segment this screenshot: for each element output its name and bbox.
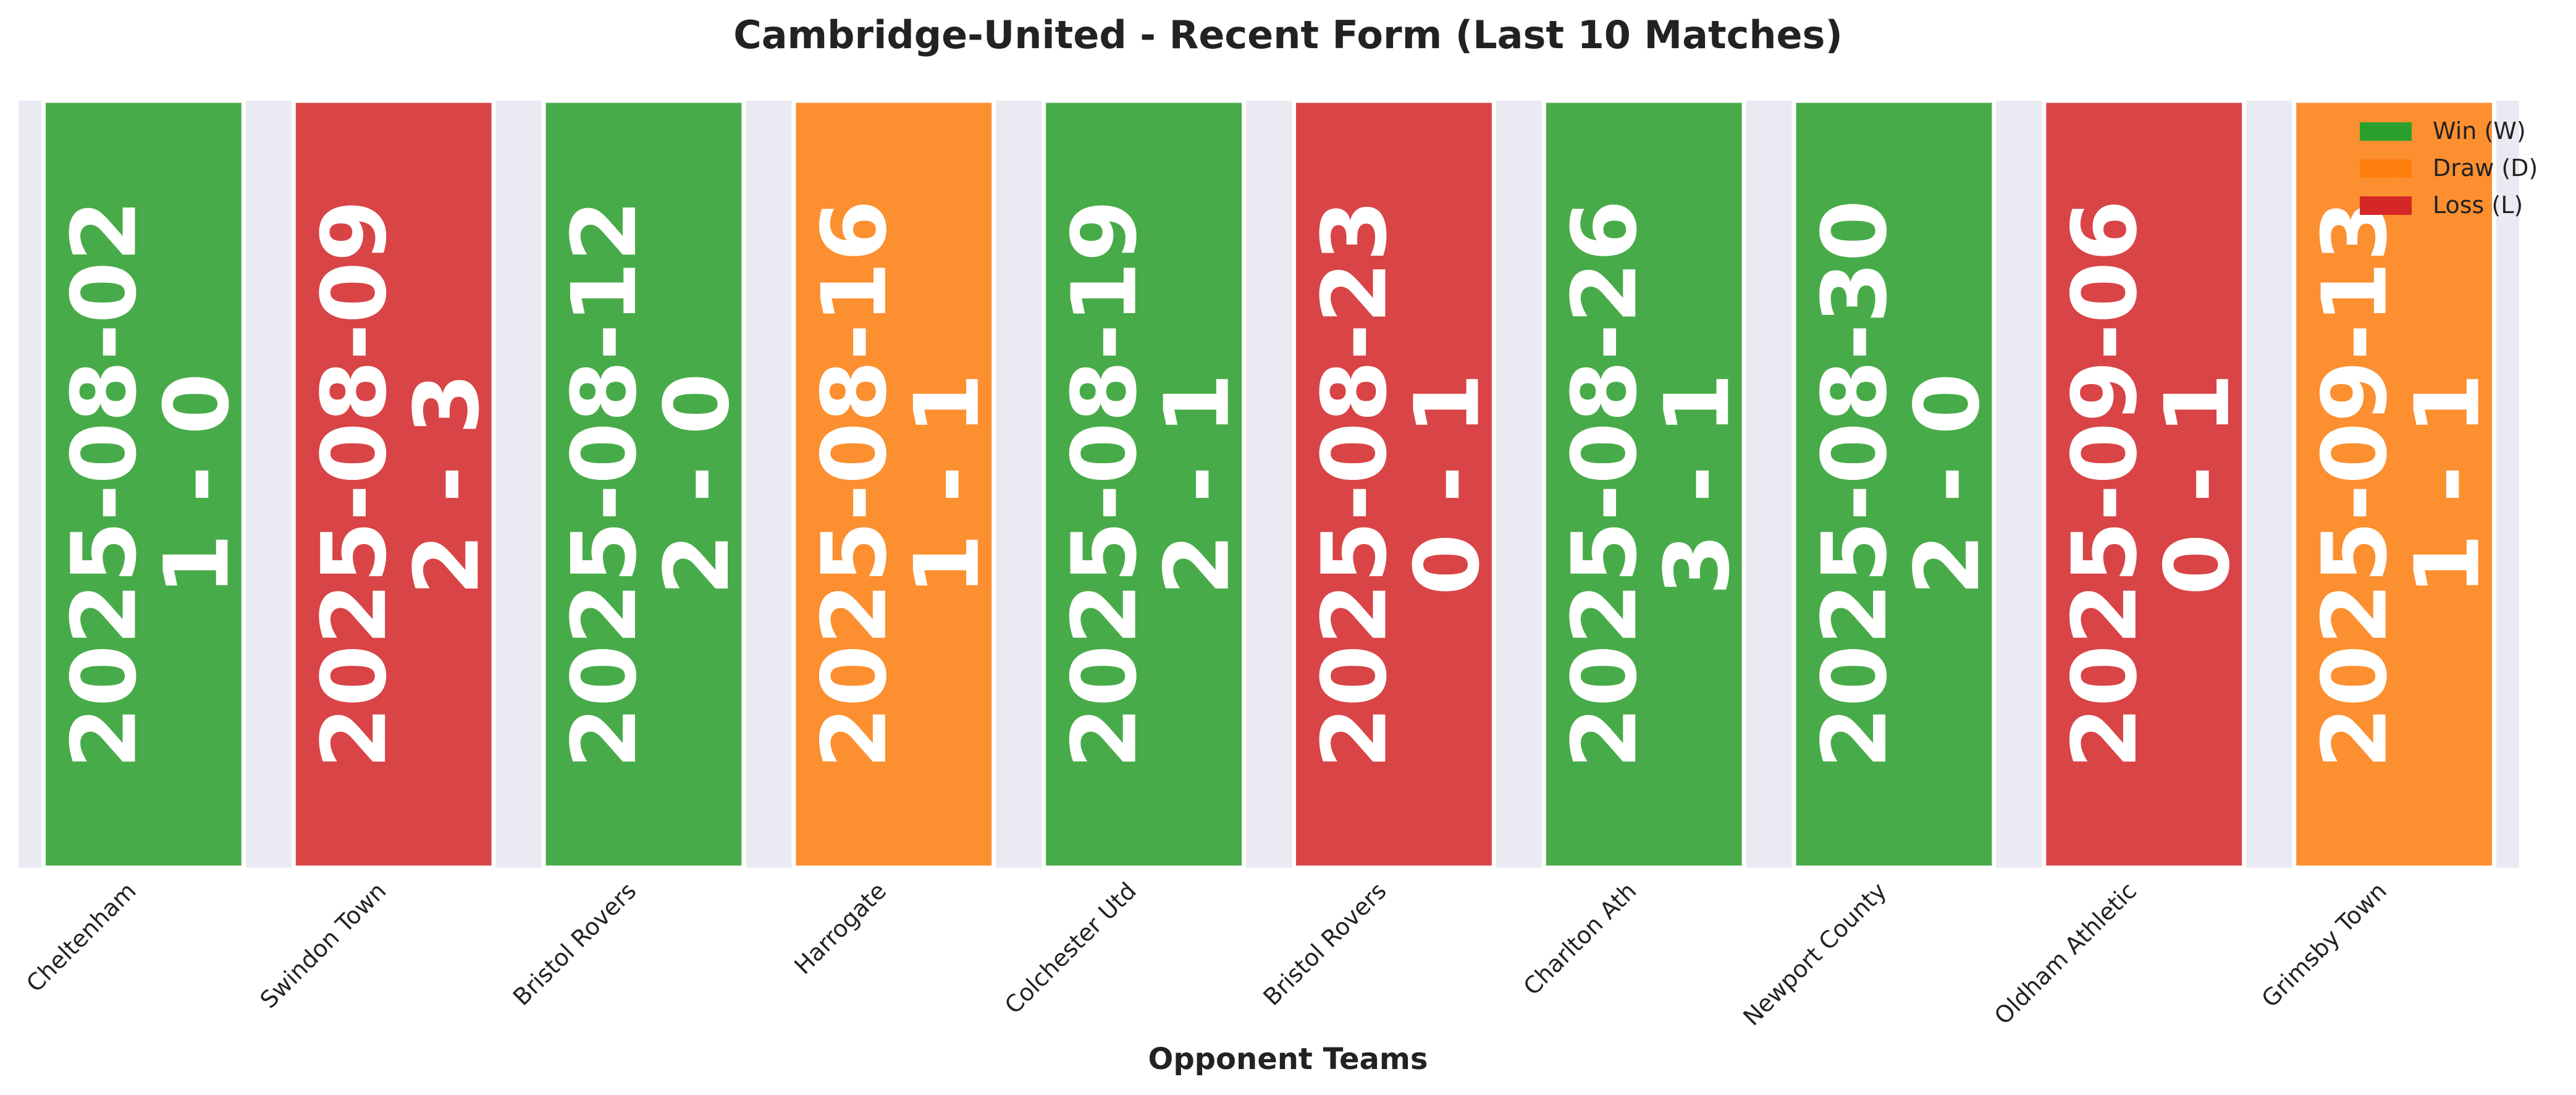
legend-swatch-l [2360, 196, 2412, 215]
bar-date-label: 2025-08-30 [1803, 199, 1906, 768]
bar-l-6 [1291, 98, 1496, 870]
bar-l-9 [2042, 98, 2247, 870]
bar-score-label: 2 - 3 [395, 373, 499, 595]
x-axis-label: Opponent Teams [1148, 1042, 1428, 1076]
bar-date-label: 2025-08-16 [802, 199, 906, 768]
bar-date-label: 2025-09-13 [2303, 199, 2407, 768]
bar-label: 2025-09-060 - 1 [2053, 199, 2249, 768]
bars-layer [41, 98, 2497, 870]
bar-w-3 [541, 98, 746, 870]
bar-date-label: 2025-08-23 [1302, 199, 1406, 768]
bar-date-label: 2025-08-09 [302, 199, 406, 768]
legend-swatch-d [2360, 159, 2412, 178]
bar-date-label: 2025-09-06 [2053, 199, 2157, 768]
chart-title: Cambridge-United - Recent Form (Last 10 … [733, 12, 1843, 57]
legend-swatch-w [2360, 122, 2412, 141]
bar-label: 2025-08-263 - 1 [1552, 199, 1749, 768]
bar-date-label: 2025-08-19 [1053, 199, 1156, 768]
legend: Win (W) Draw (D) Loss (L) [2360, 117, 2538, 219]
bar-d-4 [791, 98, 996, 870]
bar-label: 2025-08-092 - 3 [302, 199, 499, 768]
bar-score-label: 1 - 1 [2396, 373, 2499, 595]
legend-label: Loss (L) [2433, 191, 2523, 219]
bar-score-label: 1 - 1 [895, 373, 999, 595]
bar-d-10 [2292, 98, 2497, 870]
bar-l-2 [291, 98, 496, 870]
bar-score-label: 2 - 0 [1895, 373, 1999, 595]
bar-label: 2025-09-131 - 1 [2303, 199, 2499, 768]
bar-w-7 [1541, 98, 1746, 870]
bar-w-1 [41, 98, 246, 870]
bar-date-label: 2025-08-26 [1552, 199, 1656, 768]
bar-label: 2025-08-161 - 1 [802, 199, 999, 768]
bar-score-label: 0 - 1 [2145, 373, 2249, 595]
bar-label: 2025-08-021 - 0 [52, 199, 248, 768]
bar-w-5 [1042, 98, 1247, 870]
bar-date-label: 2025-08-12 [552, 199, 656, 768]
bar-w-8 [1791, 98, 1997, 870]
bar-score-label: 1 - 0 [145, 373, 248, 595]
bar-label: 2025-08-122 - 0 [552, 199, 749, 768]
bar-labels-layer: 2025-08-021 - 0 2025-08-092 - 3 2025-08-12… [52, 199, 2499, 768]
bar-date-label: 2025-08-02 [52, 199, 156, 768]
bar-label: 2025-08-192 - 1 [1053, 199, 1249, 768]
bar-score-label: 3 - 1 [1645, 373, 1749, 595]
legend-label: Draw (D) [2433, 154, 2538, 182]
bar-score-label: 0 - 1 [1395, 373, 1499, 595]
bar-label: 2025-08-230 - 1 [1302, 199, 1499, 768]
legend-label: Win (W) [2433, 117, 2526, 145]
bar-label: 2025-08-302 - 0 [1803, 199, 1999, 768]
bar-score-label: 2 - 1 [1145, 373, 1249, 595]
bar-score-label: 2 - 0 [645, 373, 749, 595]
